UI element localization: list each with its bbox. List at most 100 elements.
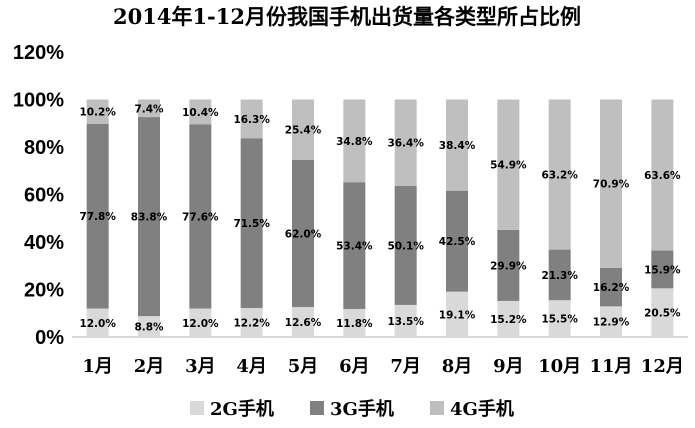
data-label: 36.4% [387, 138, 424, 150]
data-label: 15.2% [490, 314, 527, 326]
bar-segment-1 [394, 304, 417, 337]
legend-label: 4G手机 [450, 398, 514, 420]
data-label: 15.5% [541, 314, 578, 326]
data-label: 77.6% [182, 211, 219, 223]
data-label: 63.2% [541, 170, 578, 182]
bar-segment-3 [138, 99, 160, 118]
x-tick-label: 4月 [236, 356, 267, 377]
x-tick-label: 5月 [288, 356, 319, 377]
bar-segment-1 [86, 308, 109, 337]
data-label: 10.2% [79, 107, 116, 119]
x-tick-label: 6月 [339, 356, 370, 377]
bars [86, 99, 674, 337]
data-label: 12.0% [182, 318, 219, 330]
data-label: 42.5% [439, 236, 476, 248]
bar-segment-3 [548, 99, 571, 250]
bar-segment-1 [292, 307, 314, 337]
legend-label: 3G手机 [330, 398, 394, 420]
y-tick-label: 40% [24, 232, 64, 254]
bar-segment-2 [189, 124, 212, 309]
legend: 2G手机 3G手机 4G手机 [190, 398, 514, 420]
y-tick-label: 80% [24, 137, 64, 159]
bar-segment-2 [292, 159, 314, 308]
bar-segment-3 [240, 99, 263, 139]
bar-segment-3 [446, 99, 468, 191]
x-tick-label: 12月 [641, 356, 684, 377]
x-axis: 1月 2月 3月 4月 5月 6月 7月 8月 9月 10月 11月 12月 [82, 356, 683, 377]
bar-segment-3 [292, 99, 314, 160]
y-tick-label: 100% [13, 90, 64, 112]
x-tick-label: 3月 [185, 356, 216, 377]
data-label: 25.4% [285, 125, 322, 137]
data-label: 11.8% [336, 318, 373, 330]
y-tick-label: 60% [24, 185, 64, 207]
data-label: 19.1% [439, 309, 476, 321]
data-label: 63.6% [644, 170, 681, 182]
bar-segment-2 [138, 117, 160, 317]
data-label: 62.0% [285, 228, 322, 240]
bar-segment-1 [138, 316, 160, 337]
data-label: 71.5% [233, 218, 270, 230]
data-label: 38.4% [439, 140, 476, 152]
data-label: 53.4% [336, 241, 373, 253]
data-label: 13.5% [387, 316, 424, 328]
data-label: 20.5% [644, 308, 681, 320]
data-label: 34.8% [336, 136, 373, 148]
bar-segment-1 [651, 288, 674, 337]
data-label: 77.8% [79, 211, 116, 223]
bar-segment-3 [343, 99, 366, 183]
x-tick-label: 10月 [538, 356, 581, 377]
data-label: 12.9% [593, 317, 630, 329]
legend-swatch [190, 401, 204, 415]
data-label: 15.9% [644, 264, 681, 276]
data-label: 54.9% [490, 160, 527, 172]
data-label: 70.9% [593, 179, 630, 191]
bar-segment-2 [240, 138, 263, 309]
data-label: 7.4% [134, 103, 164, 115]
bar-segment-2 [446, 190, 468, 292]
y-tick-label: 0% [35, 327, 64, 349]
legend-label: 2G手机 [210, 398, 274, 420]
bar-segment-1 [548, 300, 571, 337]
x-tick-label: 7月 [390, 356, 421, 377]
y-tick-label: 120% [13, 42, 64, 64]
data-label: 12.2% [233, 318, 270, 330]
x-tick-label: 8月 [442, 356, 473, 377]
legend-swatch [310, 401, 324, 415]
bar-segment-1 [189, 308, 212, 337]
bar-segment-2 [600, 267, 622, 307]
bar-segment-2 [394, 185, 417, 305]
bar-segment-3 [189, 99, 212, 125]
data-label: 50.1% [387, 240, 424, 252]
bar-segment-1 [497, 300, 520, 337]
data-label: 21.3% [541, 270, 578, 282]
y-axis: 0% 20% 40% 60% 80% 100% 120% [13, 42, 688, 349]
bar-segment-2 [343, 182, 366, 309]
bar-segment-2 [86, 123, 109, 309]
y-tick-label: 20% [24, 280, 64, 302]
bar-segment-2 [497, 229, 520, 301]
bar-segment-2 [548, 249, 571, 301]
legend-swatch [430, 401, 444, 415]
bar-segment-3 [600, 99, 622, 268]
x-tick-label: 2月 [134, 356, 165, 377]
data-label: 16.2% [593, 282, 630, 294]
data-label: 12.0% [79, 318, 116, 330]
bar-segment-2 [651, 250, 674, 289]
bar-segment-1 [600, 306, 622, 337]
data-label: 29.9% [490, 260, 527, 272]
chart-title: 2014年1-12月份我国手机出货量各类型所占比例 [113, 4, 581, 29]
bar-segment-3 [497, 99, 520, 230]
bar-segment-3 [394, 99, 417, 186]
bar-segment-3 [86, 99, 109, 124]
x-tick-label: 9月 [493, 356, 524, 377]
data-label: 10.4% [182, 107, 219, 119]
data-label: 83.8% [131, 212, 168, 224]
bar-segment-1 [446, 291, 468, 337]
bar-segment-1 [343, 308, 366, 337]
x-tick-label: 11月 [589, 356, 632, 377]
data-label: 16.3% [233, 114, 270, 126]
bar-segment-1 [240, 308, 263, 337]
data-label: 12.6% [285, 317, 322, 329]
